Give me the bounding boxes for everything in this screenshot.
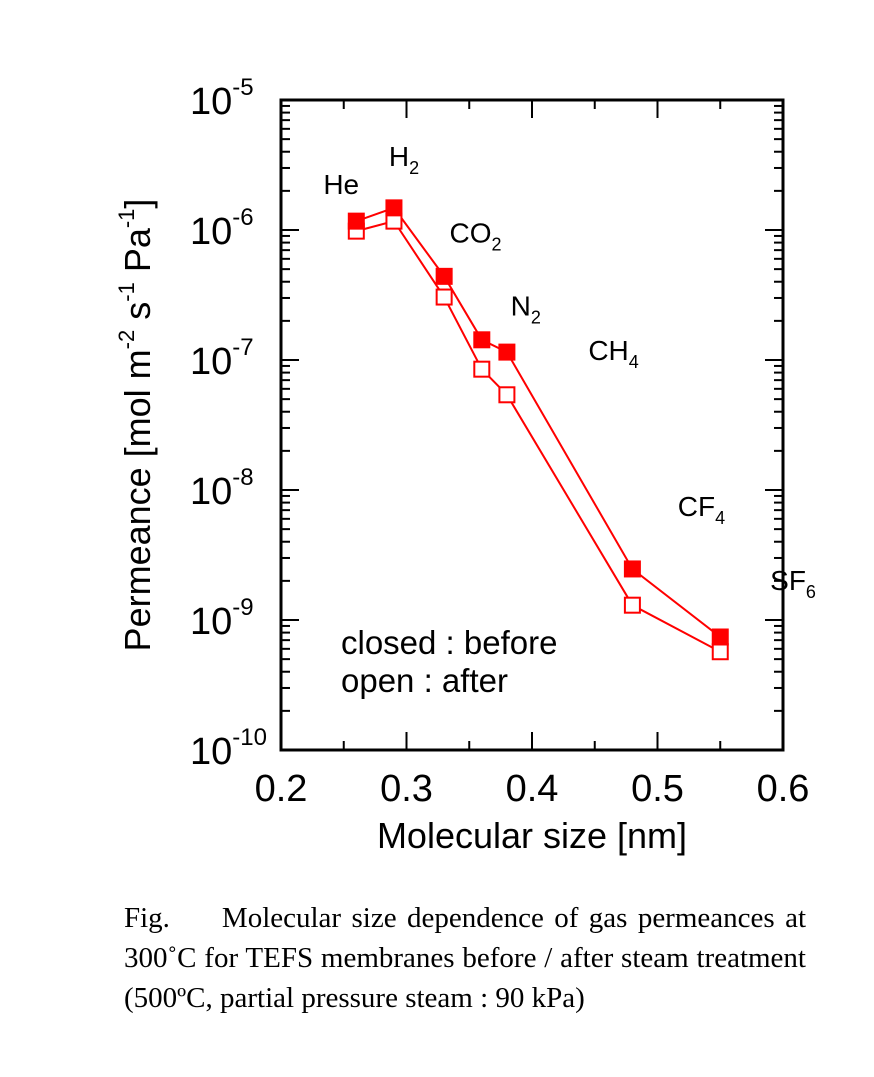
y-tick-label: 10-10 — [190, 724, 267, 773]
x-tick-label: 0.6 — [757, 768, 810, 810]
plot-frame — [279, 98, 785, 752]
series-line-after — [356, 219, 721, 653]
gas-label: N2 — [511, 290, 541, 327]
y-tick-label: 10-8 — [190, 464, 254, 513]
gas-label: H2 — [389, 141, 419, 178]
y-tick-label: 10-7 — [190, 334, 254, 383]
data-point-before — [435, 267, 453, 285]
gas-label: He — [323, 169, 359, 200]
data-point-before — [623, 560, 641, 578]
series-line-before — [355, 206, 721, 638]
data-point-after — [473, 360, 491, 378]
gas-label: SF6 — [770, 565, 816, 602]
legend-line: closed : before — [341, 624, 557, 661]
y-tick-label: 10-6 — [190, 204, 254, 253]
data-point-before — [473, 331, 491, 349]
data-point-before — [347, 212, 365, 230]
data-point-before — [385, 199, 403, 217]
y-tick-label: 10-5 — [190, 74, 254, 123]
data-point-after — [435, 288, 453, 306]
data-series — [347, 199, 729, 661]
tick-labels: 0.2 0.3 0.4 0.5 0.6 10-5 10-6 10-7 10-8 10-9 10-10 — [190, 74, 809, 810]
data-point-after — [623, 596, 641, 614]
y-axis-title: Permeance [mol m-2 s-1 Pa-1] — [114, 199, 158, 652]
x-tick-label: 0.5 — [631, 768, 684, 810]
legend-line: open : after — [341, 662, 508, 699]
data-point-after — [498, 386, 516, 404]
x-tick-label: 0.2 — [255, 768, 308, 810]
x-axis-title: Molecular size [nm] — [377, 815, 687, 856]
x-tick-label: 0.3 — [380, 768, 433, 810]
gas-label: CF4 — [678, 491, 725, 528]
gas-label: CH4 — [588, 335, 638, 372]
y-tick-label: 10-9 — [190, 594, 254, 643]
data-point-after — [711, 643, 729, 661]
data-point-before — [711, 628, 729, 646]
gas-label: CO2 — [450, 218, 502, 255]
permeance-chart: 0.2 0.3 0.4 0.5 0.6 10-5 10-6 10-7 10-8 10-9 10-10… — [114, 74, 816, 856]
data-point-before — [498, 343, 516, 361]
figure-caption: Fig. Molecular size dependence of gas pe… — [124, 902, 806, 1014]
x-tick-label: 0.4 — [506, 768, 559, 810]
